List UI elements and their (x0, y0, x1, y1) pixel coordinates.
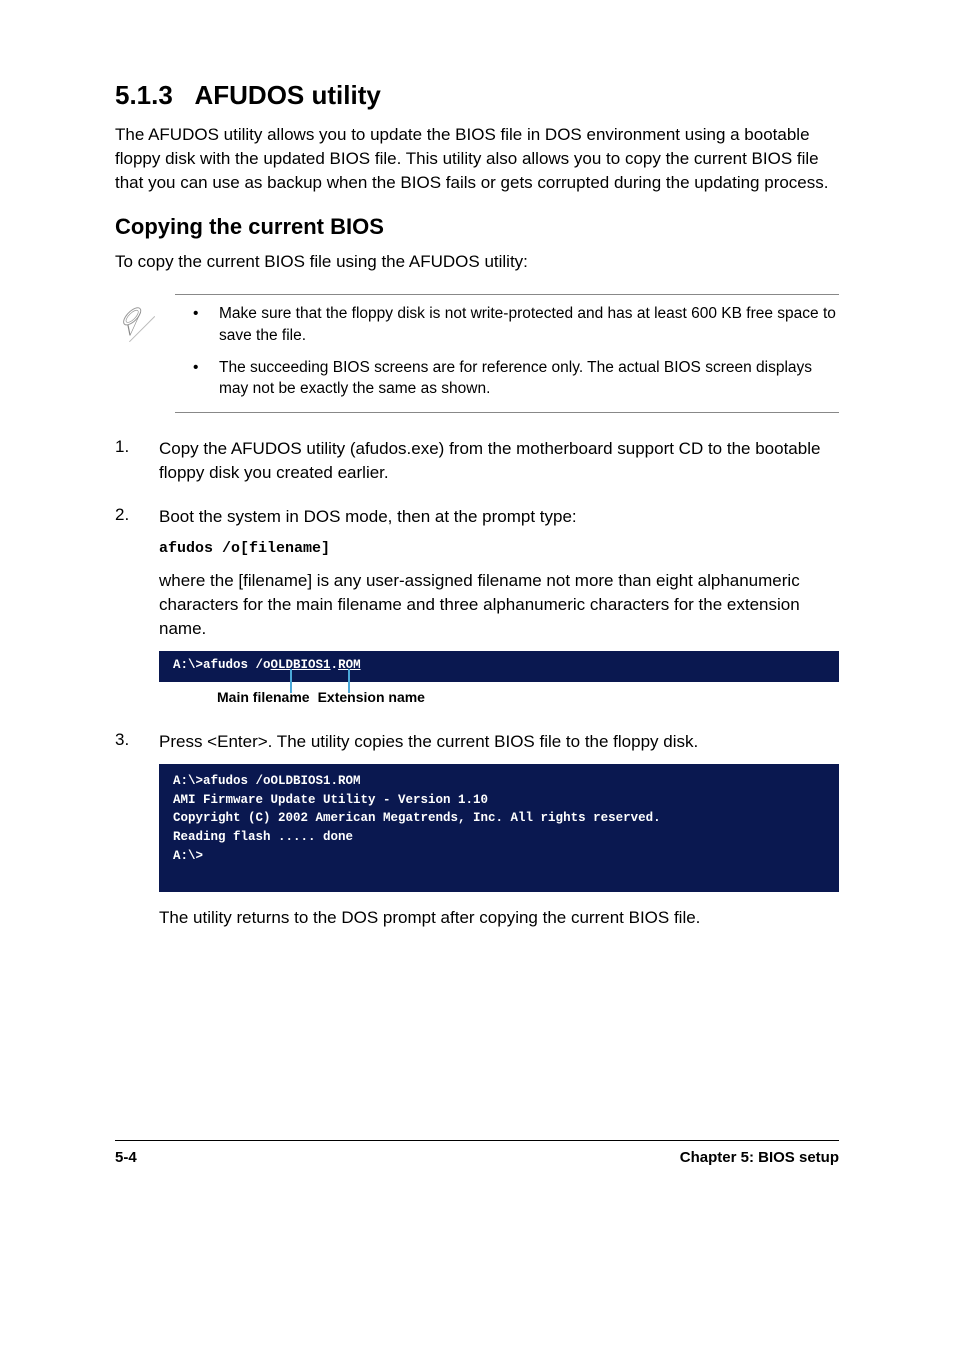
terminal-output: A:\>afudos /oOLDBIOS1.ROM (159, 651, 839, 683)
page-footer: 5-4 Chapter 5: BIOS setup (115, 1140, 839, 1166)
bullet-icon: • (193, 357, 219, 400)
bullet-icon: • (193, 303, 219, 346)
extension-name-label: Extension name (318, 688, 425, 708)
terminal-line: Copyright (C) 2002 American Megatrends, … (173, 809, 825, 828)
note-content: • Make sure that the floppy disk is not … (175, 294, 839, 413)
note-pen-icon (115, 294, 175, 413)
step-item: 1. Copy the AFUDOS utility (afudos.exe) … (115, 437, 839, 495)
page-number: 5-4 (115, 1149, 137, 1166)
step-body: Copy the AFUDOS utility (afudos.exe) fro… (159, 437, 839, 495)
terminal-line (173, 866, 825, 885)
terminal-line: A:\>afudos /oOLDBIOS1.ROM (173, 772, 825, 791)
step-number: 2. (115, 505, 159, 721)
terminal-dot: . (331, 658, 339, 672)
step-text: Copy the AFUDOS utility (afudos.exe) fro… (159, 437, 839, 485)
section-intro: The AFUDOS utility allows you to update … (115, 123, 839, 194)
section-title: AFUDOS utility (195, 80, 381, 110)
terminal-line: AMI Firmware Update Utility - Version 1.… (173, 791, 825, 810)
step-text: Boot the system in DOS mode, then at the… (159, 505, 839, 529)
terminal-line: Reading flash ..... done (173, 828, 825, 847)
note-text: The succeeding BIOS screens are for refe… (219, 357, 839, 400)
note-item: • The succeeding BIOS screens are for re… (175, 357, 839, 400)
subsection-heading: Copying the current BIOS (115, 214, 839, 240)
step-item: 2. Boot the system in DOS mode, then at … (115, 505, 839, 721)
filename-labels: Main filename Extension name (217, 688, 839, 708)
section-heading: 5.1.3 AFUDOS utility (115, 80, 839, 111)
note-text: Make sure that the floppy disk is not wr… (219, 303, 839, 346)
step-body: Press <Enter>. The utility copies the cu… (159, 730, 839, 940)
step-text: Press <Enter>. The utility copies the cu… (159, 730, 839, 754)
terminal-prefix: A:\>afudos /o (173, 658, 271, 672)
main-filename-label: Main filename (217, 688, 310, 708)
step-item: 3. Press <Enter>. The utility copies the… (115, 730, 839, 940)
step-list: 1. Copy the AFUDOS utility (afudos.exe) … (115, 437, 839, 940)
note-box: • Make sure that the floppy disk is not … (115, 294, 839, 413)
note-item: • Make sure that the floppy disk is not … (175, 303, 839, 346)
step-after: where the [filename] is any user-assigne… (159, 569, 839, 640)
code-command: afudos /o[filename] (159, 538, 839, 559)
step-number: 1. (115, 437, 159, 495)
step-after: The utility returns to the DOS prompt af… (159, 906, 839, 930)
subsection-intro: To copy the current BIOS file using the … (115, 250, 839, 274)
terminal-main: OLDBIOS1 (271, 658, 331, 672)
step-body: Boot the system in DOS mode, then at the… (159, 505, 839, 721)
step-number: 3. (115, 730, 159, 940)
terminal-ext: ROM (338, 658, 361, 672)
chapter-label: Chapter 5: BIOS setup (680, 1149, 839, 1166)
terminal-line: A:\> (173, 847, 825, 866)
terminal-output: A:\>afudos /oOLDBIOS1.ROM AMI Firmware U… (159, 764, 839, 893)
section-number: 5.1.3 (115, 80, 173, 110)
